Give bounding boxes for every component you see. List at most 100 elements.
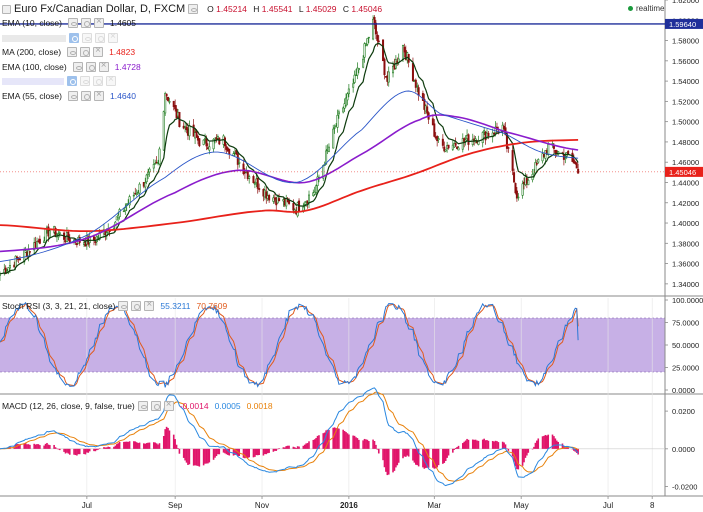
settings-icon[interactable]: [69, 33, 79, 43]
eye-icon[interactable]: [80, 76, 90, 86]
candle-body: [38, 238, 41, 244]
time-tick-label: 2016: [340, 501, 358, 510]
indicator-hidden-1[interactable]: [2, 31, 118, 43]
eye-icon[interactable]: [72, 62, 83, 72]
candle-body: [515, 190, 518, 199]
macd-histogram-bar: [88, 448, 91, 452]
stoch-tick-label: 50.0000: [672, 341, 699, 350]
close-icon[interactable]: [106, 74, 116, 86]
macd-histogram-bar: [23, 443, 26, 449]
candle-body: [24, 250, 27, 253]
eye-icon[interactable]: [137, 401, 148, 411]
close-icon[interactable]: [108, 31, 118, 43]
macd-histogram-bar: [365, 439, 367, 449]
macd-histogram-bar: [464, 440, 467, 449]
current-price-tag-background: [665, 166, 703, 177]
macd-histogram-bar: [29, 444, 31, 449]
candle-body: [188, 125, 191, 137]
macd-histogram-bar: [533, 446, 535, 449]
macd-histogram-bar: [24, 442, 27, 449]
eye-icon[interactable]: [67, 47, 78, 57]
candle-body: [336, 114, 339, 128]
macd-histogram-bar: [265, 448, 268, 455]
candle-body: [443, 146, 446, 152]
macd-histogram-bar: [413, 448, 416, 463]
candle-body: [433, 123, 436, 137]
gear-icon[interactable]: [150, 401, 161, 411]
indicator-hidden-2[interactable]: [2, 74, 116, 86]
macd-legend[interactable]: MACD (12, 26, close, 9, false, true) -0.…: [2, 399, 273, 411]
current-price-tag-label: 1.45046: [669, 168, 696, 177]
time-tick-label: Jul: [82, 501, 92, 510]
macd-tick-label: 0.0200: [672, 407, 695, 416]
settings-icon[interactable]: [67, 76, 77, 86]
stoch-rsi-legend[interactable]: Stoch RSI (3, 3, 21, 21, close) 55.3211 …: [2, 299, 227, 311]
macd-histogram-bar: [427, 448, 430, 468]
macd-histogram-bar: [363, 438, 366, 449]
macd-histogram-bar: [467, 439, 470, 449]
gear-icon[interactable]: [85, 62, 96, 72]
close-icon[interactable]: [93, 45, 104, 57]
indicator-ma200[interactable]: MA (200, close) 1.4823: [2, 45, 135, 57]
collapse-icon[interactable]: [2, 4, 11, 14]
gear-icon[interactable]: [80, 47, 91, 57]
candle-body: [345, 97, 348, 106]
macd-histogram-bar: [345, 432, 347, 449]
macd-histogram-bar: [96, 448, 98, 451]
eye-icon[interactable]: [68, 18, 78, 28]
gear-icon[interactable]: [95, 33, 105, 43]
macd-histogram-bar: [242, 448, 245, 458]
macd-histogram-bar: [208, 448, 211, 463]
macd-histogram-bar: [86, 448, 88, 453]
indicator-ema10[interactable]: EMA (10, close) 1.4605: [2, 16, 136, 28]
candle-body: [18, 258, 21, 261]
candle-body: [145, 174, 148, 183]
macd-histogram-bar: [107, 446, 110, 449]
macd-histogram-bar: [74, 448, 77, 456]
candle-body: [467, 134, 470, 145]
close-icon[interactable]: [98, 60, 109, 72]
eye-icon[interactable]: [82, 33, 92, 43]
ma-200-line: [0, 139, 579, 232]
high-label: H: [253, 4, 260, 14]
macd-histogram-bar: [571, 448, 574, 450]
macd-histogram-bar: [258, 448, 260, 456]
eye-icon[interactable]: [118, 301, 129, 311]
macd-histogram-bar: [315, 437, 317, 449]
macd-histogram-bar: [167, 427, 169, 449]
macd-histogram-bar: [194, 448, 196, 466]
candle-body: [521, 183, 524, 196]
macd-histogram-bar: [124, 441, 127, 449]
macd-histogram-bar: [534, 442, 537, 449]
gear-icon[interactable]: [81, 91, 91, 101]
indicator-ema55[interactable]: EMA (55, close) 1.4640: [2, 89, 136, 101]
visibility-icon[interactable]: [188, 4, 199, 14]
indicator-ema100[interactable]: EMA (100, close) 1.4728: [2, 60, 141, 72]
time-tick-label: May: [514, 501, 529, 510]
macd-histogram-bar: [248, 448, 250, 458]
gear-icon[interactable]: [93, 76, 103, 86]
macd-histogram-bar: [67, 448, 70, 454]
candle-body: [426, 106, 429, 114]
gear-icon[interactable]: [81, 18, 91, 28]
macd-histogram-bar: [312, 439, 315, 449]
candle-body: [471, 139, 474, 145]
close-icon[interactable]: [94, 89, 104, 101]
macd-histogram-bar: [244, 448, 246, 459]
macd-histogram-bar: [434, 448, 437, 469]
macd-histogram-bar: [526, 448, 528, 456]
gear-icon[interactable]: [131, 301, 142, 311]
eye-icon[interactable]: [68, 91, 78, 101]
macd-histogram-bar: [97, 448, 100, 450]
indicator-name: EMA (55, close): [2, 91, 62, 101]
macd-histogram-bar: [356, 438, 359, 449]
macd-histogram-bar: [412, 448, 414, 461]
close-icon[interactable]: [94, 16, 104, 28]
price-tick-label: 1.36000: [672, 260, 699, 269]
macd-histogram-bar: [57, 448, 60, 450]
close-icon[interactable]: [163, 399, 174, 411]
stoch-tick-label: 25.0000: [672, 364, 699, 373]
close-icon[interactable]: [144, 299, 155, 311]
